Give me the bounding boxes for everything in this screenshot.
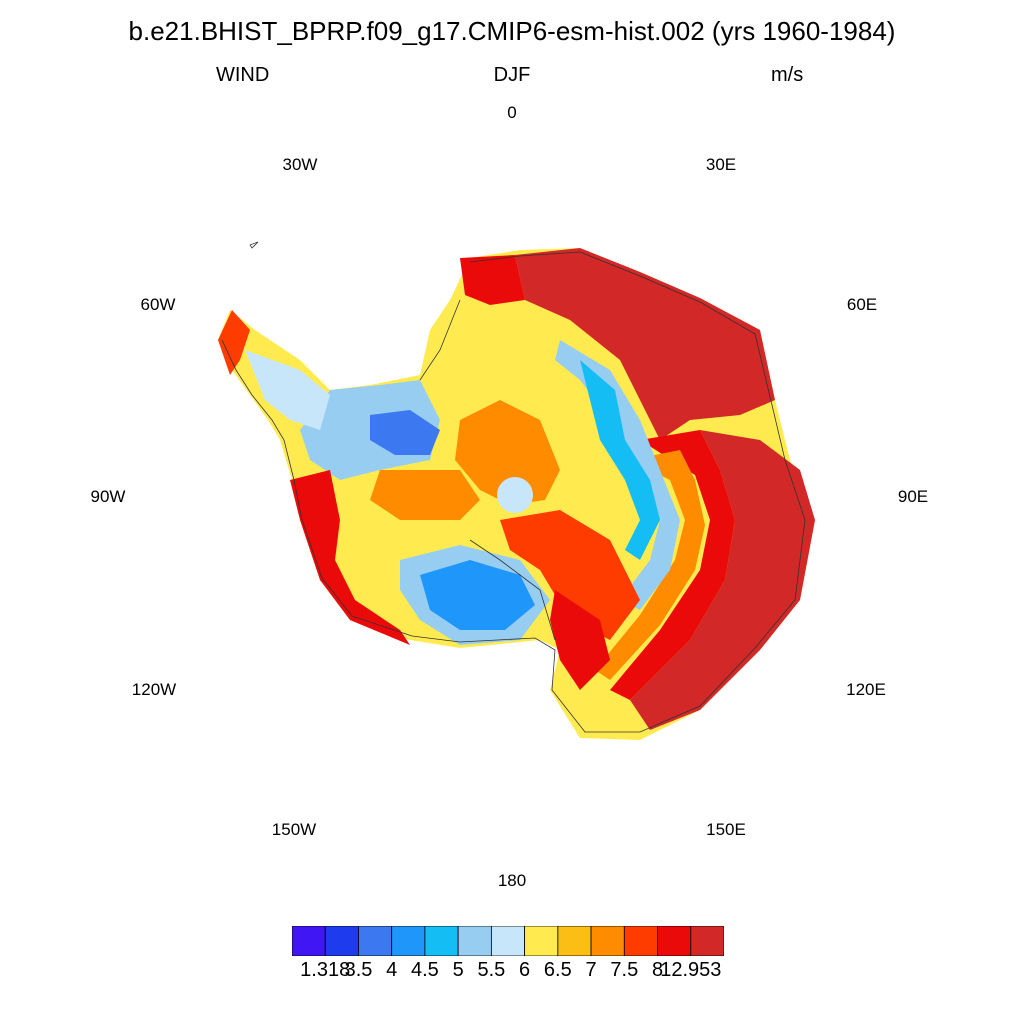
colorbar-tick-label: 1.318 bbox=[300, 959, 351, 981]
region-red-weddell bbox=[460, 255, 525, 305]
region-red-lambert bbox=[550, 590, 610, 690]
colorbar-swatch bbox=[457, 926, 492, 956]
colorbar-tick-label: 4 bbox=[386, 959, 398, 981]
region-deepblue-southwest bbox=[420, 560, 535, 630]
colorbar-tick-label: 7.5 bbox=[610, 959, 639, 981]
region-red-center-south bbox=[500, 510, 640, 640]
coastline-ross bbox=[469, 539, 556, 641]
colorbar-tick-label: 6.5 bbox=[543, 959, 572, 981]
region-blue-east bbox=[555, 340, 680, 610]
colorbar-swatch bbox=[557, 926, 592, 956]
coastline bbox=[221, 241, 806, 733]
lon-label-60e: 60E bbox=[846, 295, 878, 314]
colorbar-swatch bbox=[424, 926, 459, 956]
colorbar bbox=[292, 926, 724, 956]
colorbar-swatch bbox=[391, 926, 426, 956]
colorbar-swatch bbox=[358, 926, 393, 956]
coastline-filchner bbox=[419, 299, 461, 381]
colorbar-tick-label: 6 bbox=[519, 959, 531, 981]
colorbar-swatch bbox=[590, 926, 625, 956]
colorbar-swatch bbox=[524, 926, 559, 956]
plot-title: b.e21.BHIST_BPRP.f09_g17.CMIP6-esm-hist.… bbox=[128, 16, 896, 46]
colorbar-tick-label: 8 bbox=[651, 959, 664, 981]
variable-label: WIND bbox=[216, 64, 270, 86]
lon-label-120e: 120E bbox=[846, 680, 886, 699]
colorbar-swatch bbox=[292, 926, 326, 956]
region-strong-southeast bbox=[630, 430, 815, 730]
lon-label-90e: 90E bbox=[897, 487, 929, 506]
lon-label-0: 0 bbox=[507, 103, 517, 122]
colorbar-swatch bbox=[657, 926, 692, 956]
region-deepblue-east bbox=[580, 360, 660, 560]
lon-label-180: 180 bbox=[497, 871, 527, 890]
coastline-main bbox=[221, 251, 806, 733]
colorbar-tick-label: 3.5 bbox=[344, 959, 373, 981]
colorbar-tick-label: 12.953 bbox=[660, 959, 722, 981]
colorbar-swatch bbox=[690, 926, 724, 956]
colorbar-tick-label: 4.5 bbox=[410, 959, 439, 981]
region-orange-peninsula-tip bbox=[218, 310, 250, 375]
units-label: m/s bbox=[771, 64, 804, 86]
region-orange-center bbox=[455, 400, 560, 505]
region-red-rim-west bbox=[290, 470, 410, 645]
lon-label-60w: 60W bbox=[140, 295, 176, 314]
region-strong-east bbox=[515, 248, 775, 440]
colorbar-labels: 1.318 3.5 4 4.5 5 5.5 6 6.5 7 7.5 8 12.953 bbox=[0, 959, 1024, 989]
colorbar-tick-label: 5 bbox=[452, 959, 464, 981]
lon-label-90w: 90W bbox=[90, 487, 126, 506]
colorbar-swatch bbox=[324, 926, 359, 956]
region-deepblue-west bbox=[370, 410, 440, 455]
pole-cap bbox=[497, 477, 533, 513]
lon-label-30w: 30W bbox=[282, 155, 318, 174]
region-blue-peninsula bbox=[245, 350, 330, 430]
colorbar-tick-label: 5.5 bbox=[477, 959, 506, 981]
region-red-rim-east bbox=[610, 430, 735, 700]
season-label: DJF bbox=[493, 64, 531, 86]
wind-field bbox=[218, 248, 815, 740]
colorbar-swatch bbox=[490, 926, 526, 956]
lon-label-150w: 150W bbox=[271, 820, 317, 839]
lon-label-150e: 150E bbox=[706, 820, 746, 839]
lon-label-30e: 30E bbox=[705, 155, 737, 174]
region-orange-ross bbox=[370, 470, 480, 520]
coastline-shetland bbox=[249, 241, 259, 249]
lon-label-120w: 120W bbox=[131, 680, 177, 699]
colorbar-tick-label: 7 bbox=[585, 959, 597, 981]
colorbar-swatch bbox=[623, 926, 658, 956]
